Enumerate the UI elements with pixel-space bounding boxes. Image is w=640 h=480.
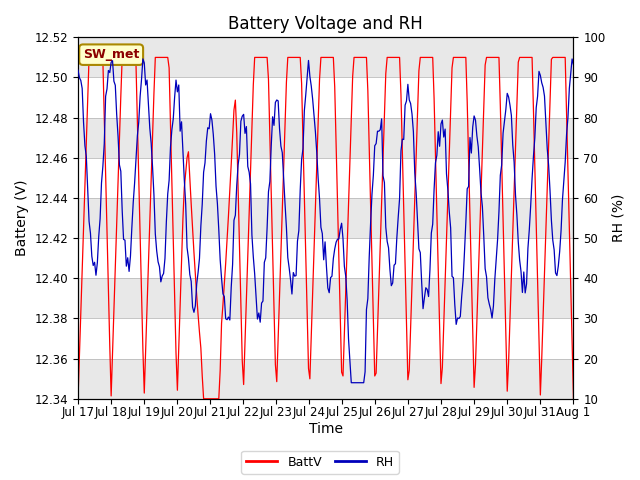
Bar — [78, 238, 573, 278]
RH — [223, 317, 231, 323]
BattV — [85, 55, 93, 60]
RH — [240, 111, 248, 117]
Bar — [78, 77, 573, 118]
Bar — [78, 318, 573, 359]
BattV — [292, 55, 300, 60]
Title: Battery Voltage and RH: Battery Voltage and RH — [228, 15, 423, 33]
Legend: BattV, RH: BattV, RH — [241, 451, 399, 474]
X-axis label: Time: Time — [308, 422, 343, 436]
Bar — [78, 198, 573, 238]
BattV — [136, 232, 144, 238]
Bar — [78, 37, 573, 77]
RH — [348, 380, 355, 385]
Bar — [78, 359, 573, 399]
Bar — [78, 118, 573, 158]
Y-axis label: Battery (V): Battery (V) — [15, 180, 29, 256]
BattV — [570, 396, 577, 402]
BattV — [543, 185, 551, 191]
RH — [248, 232, 256, 238]
RH — [545, 163, 552, 168]
BattV — [74, 396, 82, 402]
Line: BattV: BattV — [78, 58, 573, 399]
BattV — [248, 125, 256, 131]
RH — [74, 67, 82, 73]
Text: SW_met: SW_met — [83, 48, 140, 61]
Line: RH: RH — [78, 59, 573, 383]
BattV — [240, 382, 248, 387]
RH — [570, 61, 577, 67]
BattV — [223, 237, 231, 243]
RH — [135, 119, 143, 125]
Y-axis label: RH (%): RH (%) — [611, 194, 625, 242]
Bar — [78, 158, 573, 198]
RH — [292, 273, 300, 278]
RH — [139, 56, 147, 62]
Bar — [78, 278, 573, 318]
